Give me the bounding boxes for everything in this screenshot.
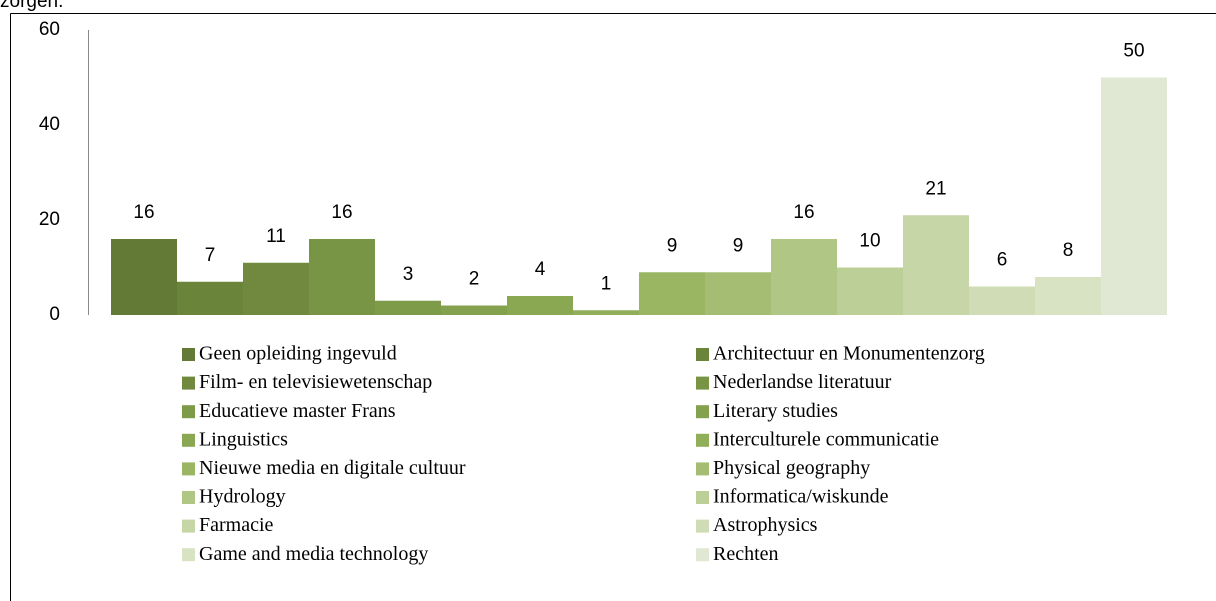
- bar: [243, 262, 309, 315]
- bar: [309, 239, 375, 315]
- data-label: 16: [331, 202, 352, 223]
- legend-label: Nederlandse literatuur: [713, 371, 892, 393]
- bar: [705, 272, 771, 315]
- legend-marker: [696, 348, 709, 361]
- data-label: 10: [859, 231, 880, 252]
- legend-marker: [696, 462, 709, 476]
- legend-label: Literary studies: [713, 400, 838, 422]
- legend-marker: [182, 462, 195, 476]
- legend-label: Film- en televisiewetenschap: [199, 371, 432, 393]
- bar: [507, 296, 573, 315]
- legend-label: Hydrology: [199, 486, 286, 508]
- legend-marker: [696, 405, 709, 419]
- legend-label: Rechten: [713, 543, 779, 565]
- legend-label: Informatica/wiskunde: [713, 486, 889, 508]
- bar: [441, 305, 507, 315]
- legend-marker: [696, 433, 709, 447]
- bar: [177, 281, 243, 315]
- data-label: 9: [667, 235, 678, 256]
- data-label: 7: [205, 245, 216, 266]
- legend-label: Architectuur en Monumentenzorg: [713, 343, 985, 365]
- header-text: zorgen.: [0, 0, 63, 12]
- y-tick-label: 40: [39, 114, 60, 135]
- legend-marker: [696, 491, 709, 504]
- legend-marker: [182, 548, 195, 562]
- bar: [111, 239, 177, 315]
- y-tick-label: 0: [49, 304, 60, 325]
- legend-label: Astrophysics: [713, 514, 818, 536]
- bar: [573, 310, 639, 315]
- y-tick-label: 60: [39, 19, 60, 40]
- bar: [639, 272, 705, 315]
- legend-label: Nieuwe media en digitale cultuur: [199, 457, 466, 479]
- data-label: 1: [601, 273, 612, 294]
- data-label: 9: [733, 235, 744, 256]
- data-label: 8: [1063, 240, 1074, 261]
- legend-marker: [696, 548, 709, 562]
- data-label: 11: [266, 226, 286, 247]
- legend-marker: [182, 376, 195, 390]
- legend-marker: [182, 491, 195, 504]
- bar: [771, 239, 837, 315]
- legend-marker: [182, 433, 195, 447]
- legend-marker: [182, 405, 195, 419]
- data-label: 16: [793, 202, 814, 223]
- legend-marker: [182, 519, 195, 533]
- legend-label: Educatieve master Frans: [199, 400, 396, 422]
- legend-marker: [696, 376, 709, 390]
- bar: [375, 300, 441, 315]
- bar: [903, 215, 969, 315]
- legend-label: Farmacie: [199, 514, 274, 536]
- bar: [969, 286, 1035, 315]
- legend-label: Interculturele communicatie: [713, 428, 939, 450]
- data-label: 16: [133, 202, 154, 223]
- legend-label: Geen opleiding ingevuld: [199, 343, 397, 365]
- data-label: 50: [1123, 41, 1144, 62]
- bar: [837, 267, 903, 315]
- data-label: 6: [997, 250, 1008, 271]
- legend-label: Game and media technology: [199, 543, 428, 565]
- data-label: 2: [469, 269, 480, 290]
- data-label: 3: [403, 264, 414, 285]
- data-label: 4: [535, 259, 546, 280]
- y-tick-label: 20: [39, 209, 60, 230]
- legend-marker: [696, 519, 709, 533]
- bar: [1035, 277, 1101, 315]
- legend-label: Physical geography: [713, 457, 870, 479]
- legend-marker: [182, 348, 195, 361]
- data-label: 21: [925, 178, 946, 199]
- legend-label: Linguistics: [199, 428, 288, 450]
- bar: [1101, 77, 1167, 315]
